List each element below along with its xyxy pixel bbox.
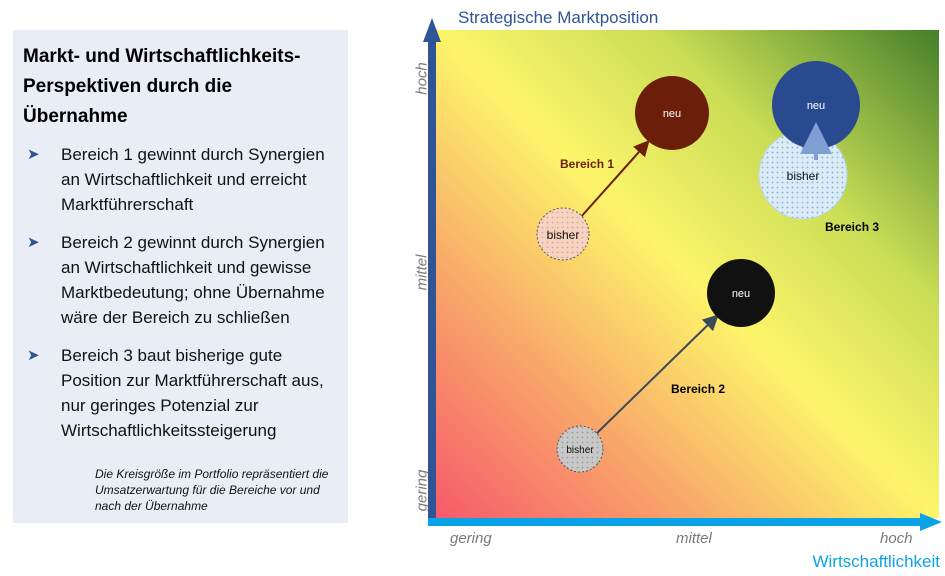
x-tick-gering: gering [450, 530, 492, 547]
x-axis-title: Wirtschaftlichkeit [812, 552, 940, 571]
bullet-text: Bereich 1 gewinnt durch Synergien an Wir… [61, 145, 325, 214]
bullet-item: ➤ Bereich 2 gewinnt durch Synergien an W… [23, 230, 336, 330]
bereich2-neu-label: neu [732, 288, 750, 300]
arrowhead-bullet-icon: ➤ [27, 347, 40, 364]
bereich3-neu-circle [772, 61, 860, 149]
bereich1-label: Bereich 1 [560, 157, 614, 171]
bullet-item: ➤ Bereich 3 baut bisherige gute Position… [23, 343, 336, 443]
bullet-text: Bereich 2 gewinnt durch Synergien an Wir… [61, 233, 325, 327]
x-axis-arrow-icon [920, 513, 942, 531]
bereich1-bisher-label: bisher [547, 228, 580, 242]
bereich1-bisher-texture [537, 208, 589, 260]
bereich2-neu-circle [707, 259, 775, 327]
x-axis [428, 513, 942, 531]
bereich2-label: Bereich 2 [671, 382, 725, 396]
bereich3-bisher-label: bisher [787, 169, 820, 183]
y-axis-arrow-icon [423, 18, 441, 42]
bereich2-bisher-texture [557, 426, 603, 472]
arrowhead-bullet-icon: ➤ [27, 146, 40, 163]
bereich1-arrow [579, 140, 650, 219]
bullet-item: ➤ Bereich 1 gewinnt durch Synergien an W… [23, 142, 336, 217]
panel-title: Markt- und Wirtschaftlichkeits-Perspekti… [23, 46, 301, 127]
x-tick-hoch: hoch [880, 530, 913, 547]
y-axis [423, 18, 441, 522]
bereich2-bisher-label: bisher [566, 445, 594, 456]
size-note: Die Kreisgröße im Portfolio repräsentier… [95, 467, 329, 513]
bereich3-neu-label: neu [807, 100, 825, 112]
arrowhead-bullet-icon: ➤ [27, 234, 40, 251]
x-tick-mittel: mittel [676, 530, 712, 547]
bereich2-arrow [595, 314, 719, 435]
bullet-list: ➤ Bereich 1 gewinnt durch Synergien an W… [23, 142, 336, 443]
bereich1-neu-label: neu [663, 108, 681, 120]
bullet-text: Bereich 3 baut bisherige gute Position z… [61, 346, 324, 440]
bereich3-label: Bereich 3 [825, 220, 879, 234]
bereich1-neu-circle [635, 76, 709, 150]
y-axis-title: Strategische Marktposition [458, 8, 659, 27]
text-panel: Markt- und Wirtschaftlichkeits-Perspekti… [13, 30, 348, 523]
